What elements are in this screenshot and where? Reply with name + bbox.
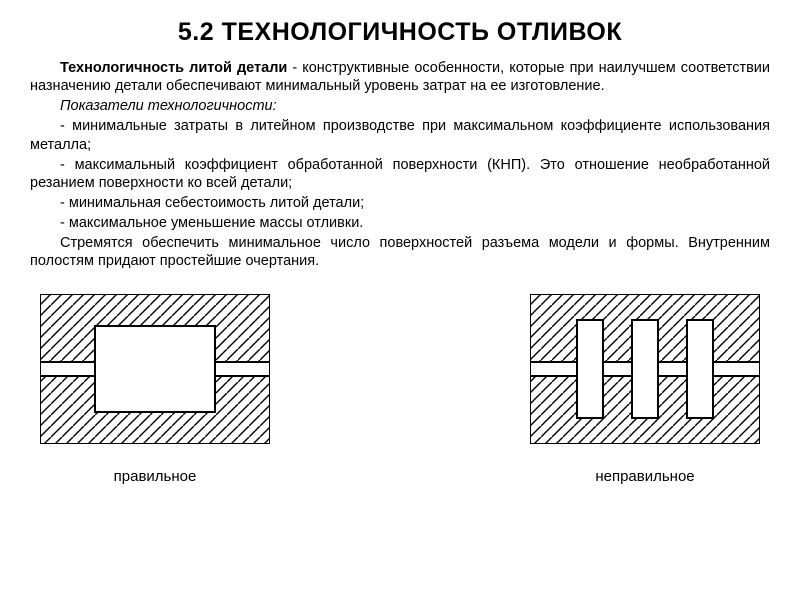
lead-bold: Технологичность литой детали [60,60,287,76]
closing-paragraph: Стремятся обеспечить минимальное число п… [30,234,770,270]
indicator-4: - максимальное уменьшение массы отливки. [30,214,770,232]
lead-paragraph: Технологичность литой детали - конструкт… [30,59,770,95]
indicators-label: Показатели технологичности: [30,97,770,115]
figure-right: неправильное [530,294,760,485]
indicator-3: - минимальная себестоимость литой детали… [30,194,770,212]
caption-left: правильное [114,468,197,485]
diagram-incorrect [530,294,760,444]
diagram-correct [40,294,270,444]
figure-left: правильное [40,294,270,485]
page-title: 5.2 ТЕХНОЛОГИЧНОСТЬ ОТЛИВОК [30,18,770,47]
caption-right: неправильное [595,468,694,485]
figures-row: правильное неправильное [40,294,760,485]
indicator-1: - минимальные затраты в литейном произво… [30,117,770,153]
indicator-2: - максимальный коэффициент обработанной … [30,156,770,192]
